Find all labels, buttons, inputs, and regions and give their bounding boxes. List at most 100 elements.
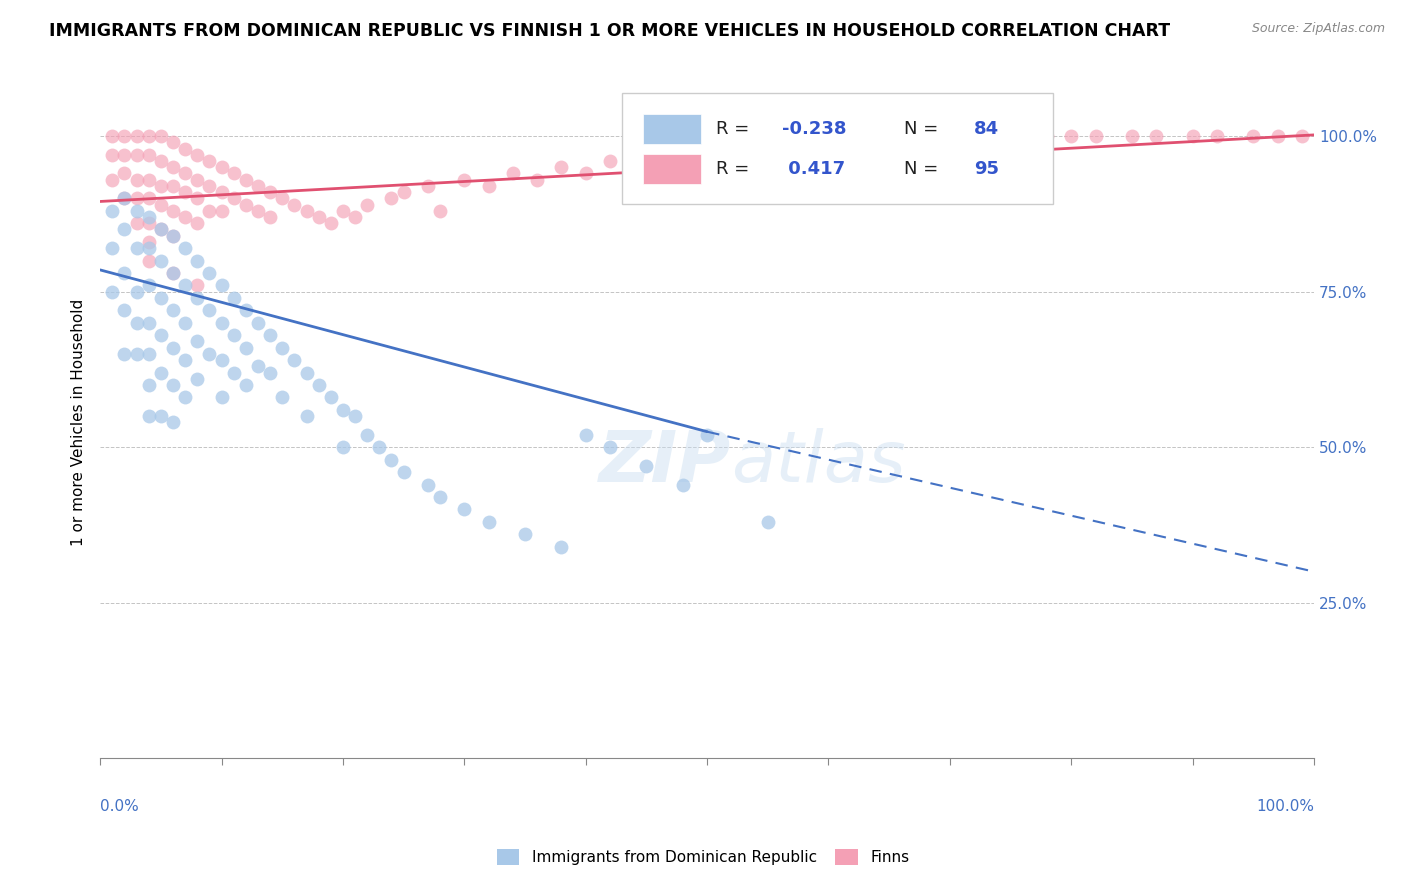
Text: 0.0%: 0.0% — [100, 798, 139, 814]
Point — [198, 178, 221, 193]
Point — [672, 477, 695, 491]
Point — [429, 203, 451, 218]
Point — [271, 341, 294, 355]
Point — [1144, 129, 1167, 144]
Point — [235, 378, 257, 392]
Point — [149, 366, 172, 380]
Point — [222, 166, 245, 180]
Point — [478, 515, 501, 529]
Point — [235, 172, 257, 186]
Text: 95: 95 — [974, 160, 1000, 178]
Point — [1181, 129, 1204, 144]
Point — [162, 160, 184, 174]
Point — [186, 148, 208, 162]
Point — [416, 477, 439, 491]
Point — [174, 241, 197, 255]
Point — [162, 266, 184, 280]
Point — [186, 253, 208, 268]
Point — [112, 191, 135, 205]
Point — [259, 366, 281, 380]
Point — [271, 191, 294, 205]
Point — [138, 378, 160, 392]
Point — [186, 334, 208, 349]
Point — [513, 527, 536, 541]
Point — [259, 185, 281, 199]
Point — [138, 216, 160, 230]
Point — [502, 166, 524, 180]
Point — [174, 316, 197, 330]
Point — [478, 178, 501, 193]
Point — [138, 191, 160, 205]
Point — [211, 160, 233, 174]
Point — [112, 347, 135, 361]
Point — [222, 366, 245, 380]
Point — [162, 303, 184, 318]
Point — [112, 166, 135, 180]
FancyBboxPatch shape — [621, 93, 1053, 204]
Point — [149, 291, 172, 305]
Point — [211, 185, 233, 199]
Point — [101, 172, 124, 186]
Point — [174, 391, 197, 405]
Point — [174, 166, 197, 180]
Point — [235, 341, 257, 355]
Point — [138, 172, 160, 186]
Point — [174, 185, 197, 199]
Point — [344, 210, 367, 224]
Text: 100.0%: 100.0% — [1256, 798, 1315, 814]
Point — [198, 154, 221, 169]
Point — [1121, 129, 1143, 144]
Point — [696, 142, 718, 156]
Point — [125, 129, 148, 144]
Point — [1084, 129, 1107, 144]
Text: R =: R = — [716, 120, 755, 137]
Point — [149, 253, 172, 268]
Point — [211, 391, 233, 405]
Point — [138, 241, 160, 255]
Text: Source: ZipAtlas.com: Source: ZipAtlas.com — [1251, 22, 1385, 36]
Point — [149, 129, 172, 144]
Point — [939, 129, 962, 144]
Point — [319, 216, 342, 230]
Point — [636, 458, 658, 473]
Point — [295, 366, 318, 380]
Point — [271, 391, 294, 405]
Point — [138, 210, 160, 224]
Point — [817, 129, 839, 144]
Point — [162, 203, 184, 218]
Point — [112, 191, 135, 205]
Point — [101, 285, 124, 299]
Point — [174, 142, 197, 156]
Point — [149, 328, 172, 343]
Point — [125, 316, 148, 330]
Point — [125, 347, 148, 361]
Point — [976, 129, 998, 144]
Point — [174, 278, 197, 293]
Point — [283, 353, 305, 368]
Point — [526, 172, 548, 186]
Point — [1267, 129, 1289, 144]
Point — [246, 316, 269, 330]
Point — [162, 415, 184, 429]
Point — [453, 172, 475, 186]
Point — [162, 136, 184, 150]
Legend: Immigrants from Dominican Republic, Finns: Immigrants from Dominican Republic, Finn… — [491, 843, 915, 871]
Point — [392, 185, 415, 199]
Text: atlas: atlas — [731, 428, 905, 497]
Bar — [643, 113, 702, 144]
Point — [368, 440, 391, 454]
Point — [186, 372, 208, 386]
Point — [756, 136, 779, 150]
Point — [914, 129, 936, 144]
Point — [295, 203, 318, 218]
Point — [259, 328, 281, 343]
Point — [793, 142, 815, 156]
Point — [112, 148, 135, 162]
Text: R =: R = — [716, 160, 755, 178]
Text: N =: N = — [904, 160, 943, 178]
Point — [186, 216, 208, 230]
Point — [1060, 129, 1083, 144]
Point — [877, 129, 900, 144]
Point — [125, 241, 148, 255]
Point — [453, 502, 475, 516]
